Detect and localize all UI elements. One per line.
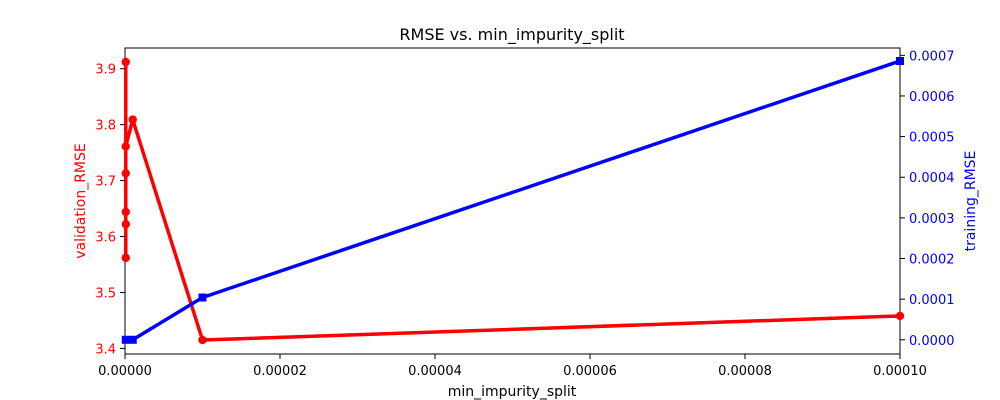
y-left-tick-label: 3.6	[95, 231, 116, 246]
training-rmse-point	[896, 57, 904, 66]
y-axis-left-label: validation_RMSE	[73, 143, 89, 258]
validation-rmse-point	[121, 57, 130, 67]
validation-rmse-point	[121, 142, 130, 151]
y-left-tick-label: 3.4	[95, 342, 116, 357]
validation-rmse-point	[128, 115, 137, 124]
chart-title: RMSE vs. min_impurity_split	[399, 25, 624, 45]
x-axis: 0.00000 0.00002 0.00004 0.00006 0.00008 0.000…	[98, 354, 927, 379]
y-right-tick-label: 0.0005	[909, 131, 955, 146]
training-rmse-point	[128, 335, 137, 344]
y-right-tick-label: 0.0004	[909, 171, 955, 186]
validation-rmse-point	[121, 220, 130, 229]
y-right-tick-label: 0.0003	[909, 212, 955, 227]
training-rmse-point	[121, 335, 130, 344]
training-rmse-line	[125, 59, 901, 342]
y-right-tick-label: 0.0007	[909, 49, 955, 64]
plot-frame	[124, 47, 901, 355]
validation-rmse-point	[121, 169, 130, 178]
series-layer	[121, 57, 905, 345]
x-tick-label: 0.00008	[718, 364, 772, 379]
y-left-tick-label: 3.8	[95, 119, 116, 134]
validation-rmse-line	[124, 61, 901, 342]
validation-rmse-point	[121, 253, 130, 262]
y-left-tick-label: 3.7	[95, 175, 116, 190]
y-right-tick-label: 0.0000	[909, 334, 955, 349]
validation-rmse-point	[198, 335, 207, 345]
validation-rmse-point	[121, 207, 130, 217]
y-right-tick-label: 0.0002	[909, 253, 955, 268]
x-axis-label: min_impurity_split	[448, 384, 577, 400]
x-tick-label: 0.00000	[98, 364, 152, 379]
x-tick-label: 0.00002	[253, 364, 307, 379]
y-left-tick-label: 3.5	[95, 286, 116, 301]
y-left-tick-label: 3.9	[95, 63, 116, 78]
y-right-tick-label: 0.0001	[909, 293, 955, 308]
y-axis-right: 0.0000 0.0001 0.0002 0.0003 0.0004 0.0005 0.00…	[900, 49, 955, 349]
y-right-tick-label: 0.0006	[909, 90, 955, 105]
x-tick-label: 0.00006	[563, 364, 617, 379]
y-axis-left: 3.4 3.5 3.6 3.7 3.8 3.9	[95, 63, 125, 357]
y-axis-right-label: training_RMSE	[963, 151, 979, 252]
x-tick-label: 0.00010	[873, 364, 927, 379]
training-rmse-point	[198, 293, 207, 302]
validation-rmse-point	[895, 311, 905, 321]
x-tick-label: 0.00004	[408, 364, 462, 379]
